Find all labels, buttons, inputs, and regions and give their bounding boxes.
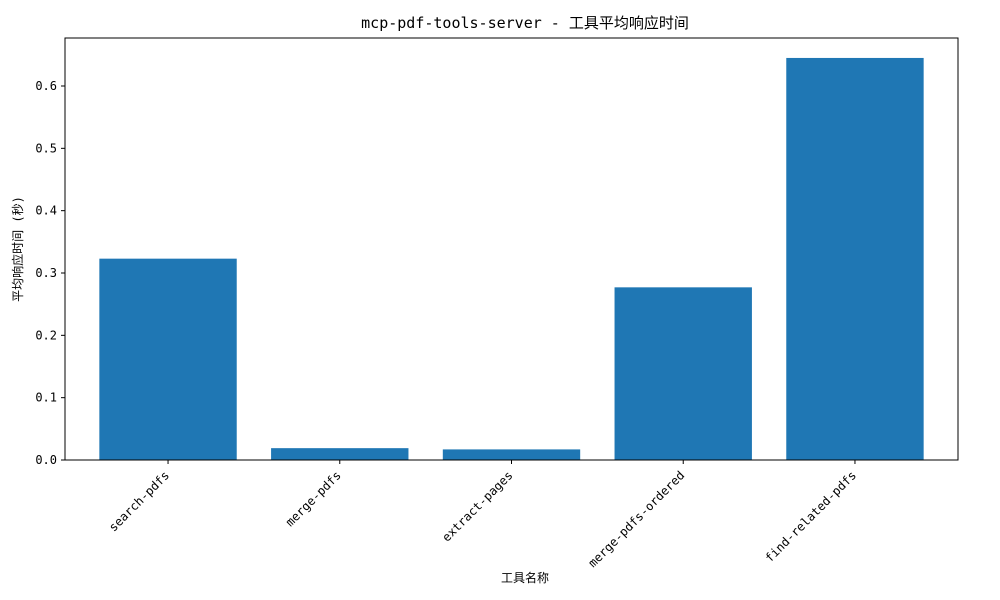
x-tick-label: merge-pdfs xyxy=(283,468,344,529)
bar-merge-pdfs-ordered xyxy=(614,287,752,460)
x-tick-label: search-pdfs xyxy=(106,468,172,534)
bar-merge-pdfs xyxy=(271,448,409,460)
y-tick-label: 0.4 xyxy=(35,204,57,218)
y-tick-label: 0.2 xyxy=(35,328,57,342)
bar-find-related-pdfs xyxy=(786,57,924,460)
plot-area: 0.0 0.1 0.2 0.3 0.4 0.5 0.6 search-pdfs merge-pd… xyxy=(35,57,924,570)
y-tick-label: 0.5 xyxy=(35,141,57,155)
y-tick-label: 0.0 xyxy=(35,453,57,467)
y-axis-label: 平均响应时间 (秒) xyxy=(10,196,25,302)
x-axis-label: 工具名称 xyxy=(501,570,549,585)
x-tick-label: merge-pdfs-ordered xyxy=(585,468,687,570)
chart-title: mcp-pdf-tools-server - 工具平均响应时间 xyxy=(361,14,689,32)
x-tick-label: extract-pages xyxy=(439,468,515,544)
y-tick-label: 0.3 xyxy=(35,266,57,280)
y-tick-label: 0.1 xyxy=(35,391,57,405)
bar-search-pdfs xyxy=(99,258,237,460)
bar-extract-pages xyxy=(442,449,581,460)
x-tick-label: find-related-pdfs xyxy=(762,468,859,565)
plot-frame xyxy=(64,37,959,461)
y-tick-label: 0.6 xyxy=(35,79,57,93)
